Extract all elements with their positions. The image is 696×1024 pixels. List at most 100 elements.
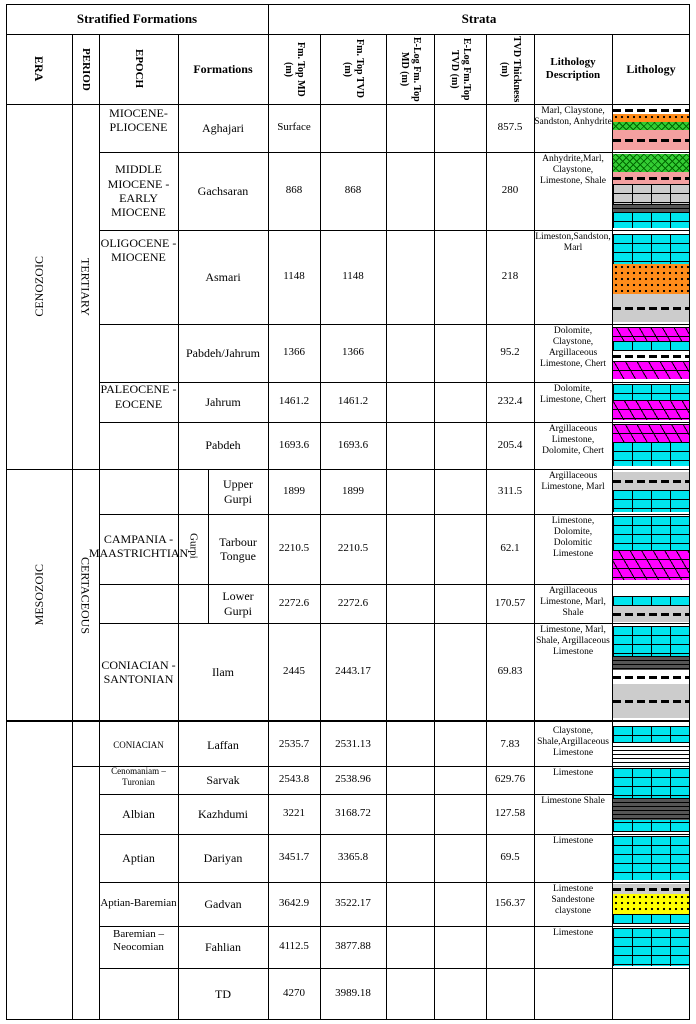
- lithology-band: [613, 212, 689, 228]
- lithology-band: [613, 836, 689, 880]
- header-elog-top-tvd-text: E-Log Fm.Top TVD (m): [449, 37, 472, 101]
- epoch-cell: Baremian – Neocomian: [112, 928, 164, 954]
- epoch-cell: OLIGOCENE - MIOCENE: [100, 236, 177, 265]
- formation-name: Pabdeh: [205, 438, 241, 453]
- epoch-cell: Albian: [122, 806, 155, 821]
- tvd-thickness: [486, 926, 534, 968]
- lithology-band: [613, 606, 689, 622]
- fm-top-md: 868: [285, 184, 303, 197]
- grid-line: [612, 34, 613, 1020]
- tvd-thickness: 7.83: [500, 738, 520, 751]
- grid-line: [6, 469, 99, 470]
- tvd-thickness: 170.57: [494, 596, 526, 609]
- lithology-description: Limestone: [552, 928, 594, 938]
- lithology-band: [613, 154, 689, 172]
- grid-line: [6, 34, 690, 35]
- lithology-description: Limestone: [552, 836, 594, 846]
- lithology-band: [613, 294, 689, 322]
- fm-top-md: 1899: [283, 484, 305, 497]
- lithology-band: [613, 490, 689, 512]
- lithology-band: [613, 894, 689, 914]
- grid-line: [99, 623, 690, 624]
- lithology-band: [613, 106, 689, 114]
- formation-name: Dariyan: [203, 850, 243, 865]
- era-cenozoic-text: CENOZOIC: [31, 256, 46, 317]
- tvd-thickness: 857.5: [497, 121, 523, 134]
- epoch-cell: CONIACIAN - SANTONIAN: [101, 657, 176, 686]
- lithology-band: [613, 351, 689, 361]
- header-era: ERA: [6, 34, 72, 104]
- grid-line: [99, 584, 690, 585]
- fm-top-md: 3642.9: [278, 897, 310, 910]
- tvd-thickness: 69.5: [500, 851, 520, 864]
- lithology-description: Argillaceous Limestone, Dolomite, Chert: [542, 424, 604, 456]
- epoch-cell: MIDDLE MIOCENE - EARLY MIOCENE: [107, 162, 170, 220]
- epoch-cell: Aptian-Baremian: [100, 897, 177, 910]
- grid-line: [99, 324, 690, 325]
- lithology-description: Limeston,Sandston, Marl: [535, 232, 611, 253]
- lithology-description: Argillaceous Limestone, Marl: [541, 471, 605, 492]
- fm-top-md: 2272.6: [278, 596, 310, 609]
- lithology-band: [613, 928, 689, 966]
- lithology-band: [613, 726, 689, 742]
- tvd-thickness: 156.37: [494, 897, 526, 910]
- fm-top-md: 1148: [283, 270, 305, 283]
- tvd-thickness: 127.58: [494, 807, 526, 820]
- header-lithology-description: Lithology Description: [545, 55, 601, 81]
- lithology-band: [613, 626, 689, 656]
- grid-line: [6, 1019, 690, 1020]
- fm-top-tvd: [320, 104, 386, 152]
- grid-line: [99, 514, 690, 515]
- formation-name: Sarvak: [206, 772, 240, 787]
- header-tvd-thickness: TVD Thickness (m): [486, 34, 534, 104]
- lithology-description: Argillaceous Limestone, Marl, Shale: [540, 586, 606, 618]
- lithology-description: Limestone Shale: [541, 796, 605, 806]
- tvd-thickness: 218: [501, 270, 519, 283]
- epoch-cell: MIOCENE-PLIOCENE: [109, 106, 168, 135]
- lithology-band: [613, 472, 689, 490]
- era-mesozoic: MESOZOIC: [6, 469, 72, 721]
- lithology-band: [613, 384, 689, 400]
- formation-name: Gadvan: [204, 896, 242, 911]
- fm-top-tvd: 1148: [342, 270, 364, 283]
- lithology-band: [613, 550, 689, 580]
- lithology-description: Limestone: [552, 768, 594, 778]
- fm-top-tvd: 2443.17: [335, 665, 371, 678]
- formation-name: Asmari: [205, 269, 241, 284]
- lithology-description: Limestone Sandestone claystone: [551, 884, 595, 916]
- stratigraphy-table: Stratified Formations Strata ERA PERIOD …: [6, 4, 690, 1020]
- fm-top-tvd: 3365.8: [337, 851, 369, 864]
- lithology-band: [613, 424, 689, 442]
- header-fm-top-md: Fm. Top MD (m): [268, 34, 320, 104]
- grid-line: [72, 34, 73, 1020]
- fm-top-tvd: 3168.72: [335, 807, 371, 820]
- lithology-band: [613, 798, 689, 820]
- fm-top-tvd: 3989.18: [335, 987, 371, 1000]
- lithology-band: [613, 914, 689, 924]
- lithology-description: Dolomite, Limestone, Chert: [540, 384, 606, 405]
- fm-top-md: 2445: [283, 665, 305, 678]
- header-elog-top-md: E-Log Fm. Top MD (m): [386, 34, 434, 104]
- grid-line: [99, 766, 690, 767]
- fm-top-md: 3221: [283, 807, 305, 820]
- formation-name: Upper Gurpi: [223, 477, 253, 506]
- lithology-description: Marl, Claystone, Sandston, Anhydrite: [534, 106, 612, 127]
- lithology-band: [613, 341, 689, 351]
- lithology-band: [613, 596, 689, 606]
- lithology-band: [613, 327, 689, 341]
- grid-line: [99, 34, 100, 1020]
- lithology-band: [613, 130, 689, 150]
- lithology-band: [613, 884, 689, 894]
- lithology-band: [613, 670, 689, 684]
- lithology-band: [613, 204, 689, 212]
- tvd-thickness: 69.83: [497, 665, 523, 678]
- grid-line: [486, 34, 487, 1020]
- grid-line: [99, 882, 690, 883]
- fm-top-tvd: 2272.6: [337, 596, 369, 609]
- header-elog-top-tvd: E-Log Fm.Top TVD (m): [434, 34, 486, 104]
- tvd-thickness: 95.2: [500, 346, 520, 359]
- fm-top-tvd: 868: [344, 184, 362, 197]
- lithology-band: [613, 184, 689, 204]
- header-period: PERIOD: [72, 34, 99, 104]
- lithology-description: Dolomite, Claystone, Argillaceous Limest…: [540, 326, 606, 369]
